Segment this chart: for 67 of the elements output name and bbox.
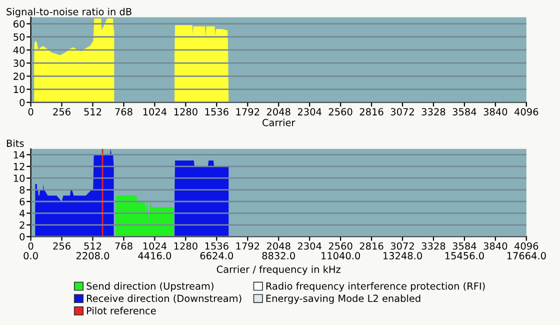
- x-tick-label: 768: [115, 242, 132, 250]
- x-tick-label: 2304: [298, 108, 322, 116]
- y-tick-label: 2: [20, 221, 24, 229]
- y-tick-label: 30: [14, 60, 25, 67]
- x-tick-label: 1536: [205, 108, 228, 116]
- x-tick-label: 4096: [514, 108, 538, 116]
- x2-tick-label: 11040.0: [322, 252, 360, 260]
- x-tick-label: 3328: [422, 108, 446, 116]
- x-axis-title: Carrier: [262, 118, 296, 126]
- x2-tick-label: 15456.0: [445, 252, 484, 260]
- legend-label: Energy-saving Mode L2 enabled: [266, 294, 420, 304]
- x2-tick-label: 17664.0: [507, 252, 546, 260]
- y-tick-label: 40: [13, 46, 25, 54]
- x-tick-label: 768: [115, 108, 132, 116]
- x-tick-label: 3584: [452, 242, 476, 250]
- y-tick-label: 10: [14, 174, 25, 182]
- x2-tick-label: 0.0: [24, 252, 38, 260]
- x-tick-label: 1792: [236, 242, 260, 250]
- x-tick-label: 4096: [514, 242, 538, 250]
- legend-label: Send direction (Upstream): [86, 282, 214, 292]
- x-tick-label: 512: [84, 108, 102, 116]
- x2-tick-label: 2208.0: [76, 252, 110, 260]
- x-tick-label: 2304: [298, 242, 322, 250]
- x-tick-label: 3584: [452, 108, 476, 116]
- x-tick-label: 1024: [143, 108, 167, 116]
- x-tick-label: 256: [53, 108, 70, 116]
- y-tick-label: 50: [14, 33, 25, 41]
- x-tick-label: 3072: [390, 108, 414, 116]
- x-tick-label: 512: [84, 242, 102, 250]
- x-tick-label: 3840: [484, 108, 508, 116]
- x-tick-label: 1024: [143, 242, 167, 250]
- x-tick-label: 256: [53, 242, 70, 250]
- y-tick-label: 8: [20, 186, 25, 194]
- y-tick-label: 14: [14, 151, 25, 158]
- y-axis-title: Signal-to-noise ratio in dB: [6, 8, 132, 18]
- x-tick-label: 1792: [236, 108, 260, 116]
- y-tick-label: 10: [14, 86, 25, 94]
- y-tick-label: 12: [14, 162, 24, 170]
- x-tick-label: 2048: [266, 108, 290, 116]
- x-tick-label: 1280: [174, 108, 198, 116]
- x-tick-label: 2560: [328, 108, 352, 116]
- x-axis-title: Carrier / frequency in kHz: [216, 265, 340, 275]
- legend-label: Pilot reference: [86, 306, 156, 314]
- x-tick-label: 3840: [484, 242, 508, 250]
- x-tick-label: 1280: [174, 242, 198, 250]
- y-tick-label: 0: [20, 98, 25, 106]
- y-tick-label: 0: [20, 233, 25, 240]
- legend-label: Radio frequency interference protection (RFI): [266, 282, 485, 292]
- y-tick-label: 6: [20, 198, 25, 206]
- x-tick-label: 2816: [360, 108, 384, 116]
- y-tick-label: 4: [20, 210, 25, 217]
- x2-tick-label: 13248.0: [383, 252, 422, 260]
- x-tick-label: 3072: [390, 242, 414, 250]
- x-tick-label: 0: [28, 242, 34, 250]
- x-tick-label: 2816: [360, 242, 384, 250]
- x-tick-label: 2048: [266, 242, 290, 250]
- y-axis-title: Bits: [6, 139, 24, 147]
- x-tick-label: 3328: [422, 242, 446, 250]
- y-tick-label: 20: [14, 72, 25, 80]
- x-tick-label: 2560: [328, 242, 352, 250]
- x2-tick-label: 4416.0: [138, 252, 172, 260]
- y-tick-label: 60: [14, 20, 25, 28]
- x2-tick-label: 8832.0: [262, 252, 295, 260]
- x-tick-label: 1536: [205, 242, 228, 250]
- legend-label: Receive direction (Downstream): [86, 294, 242, 304]
- x-tick-label: 0: [28, 108, 34, 116]
- x2-tick-label: 6624.0: [200, 252, 234, 260]
